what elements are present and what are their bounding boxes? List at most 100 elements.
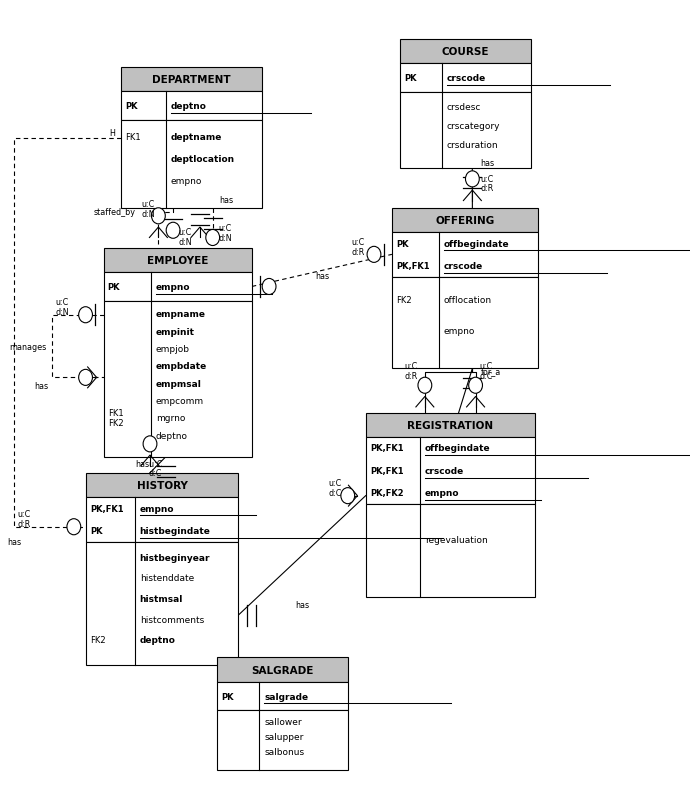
Text: empmsal: empmsal <box>156 379 201 388</box>
Text: offbegindate: offbegindate <box>444 239 509 249</box>
Text: u:C: u:C <box>55 298 68 307</box>
Text: d:N: d:N <box>141 209 155 219</box>
Text: u:C: u:C <box>141 200 155 209</box>
Bar <box>366 413 535 437</box>
Text: empno: empno <box>444 326 475 335</box>
Text: OFFERING: OFFERING <box>435 216 495 225</box>
Text: crscode: crscode <box>447 74 486 83</box>
Text: u:C: u:C <box>479 362 492 371</box>
Text: manages: manages <box>9 342 46 351</box>
Bar <box>121 68 262 92</box>
Text: d:N: d:N <box>55 308 69 317</box>
Text: DEPARTMENT: DEPARTMENT <box>152 75 230 85</box>
Text: hasu:C: hasu:C <box>135 459 162 468</box>
Text: u:C: u:C <box>351 237 364 247</box>
Text: crscode: crscode <box>424 466 464 476</box>
Text: salgrade: salgrade <box>264 691 308 701</box>
Text: empinit: empinit <box>156 327 195 336</box>
Text: H: H <box>109 129 115 138</box>
Text: FK2: FK2 <box>90 635 106 645</box>
Text: histcomments: histcomments <box>139 615 204 624</box>
Bar <box>392 209 538 233</box>
Text: PK,FK1: PK,FK1 <box>370 444 404 453</box>
Bar <box>392 277 538 369</box>
Text: empcomm: empcomm <box>156 396 204 406</box>
Text: d:R: d:R <box>480 184 494 193</box>
Text: offbegindate: offbegindate <box>424 444 491 453</box>
Text: crscode: crscode <box>444 261 483 271</box>
Text: empname: empname <box>156 310 206 319</box>
Text: staffed_by: staffed_by <box>93 208 135 217</box>
Bar <box>392 233 538 277</box>
Bar <box>400 93 531 168</box>
Circle shape <box>152 209 166 225</box>
Text: d:R: d:R <box>405 371 418 381</box>
Text: empjob: empjob <box>156 345 190 354</box>
Text: deptno: deptno <box>139 635 175 645</box>
Text: u:C: u:C <box>405 362 418 371</box>
Text: u:C: u:C <box>218 224 231 233</box>
Text: for_a: for_a <box>481 367 501 375</box>
Bar <box>217 658 348 682</box>
Text: has: has <box>480 158 495 168</box>
Bar <box>217 682 348 711</box>
Text: d:C: d:C <box>149 468 162 478</box>
Circle shape <box>466 172 480 188</box>
Text: has: has <box>295 600 309 609</box>
Text: PK,FK1: PK,FK1 <box>396 261 430 271</box>
Text: empno: empno <box>139 504 174 513</box>
Text: PK: PK <box>396 239 408 249</box>
Text: d:N: d:N <box>179 237 193 247</box>
Text: u:C: u:C <box>328 479 342 488</box>
Text: SALGRADE: SALGRADE <box>252 665 314 674</box>
Bar <box>121 92 262 121</box>
Text: deptno: deptno <box>156 431 188 440</box>
Text: sallower: sallower <box>264 717 302 726</box>
Text: crscategory: crscategory <box>447 122 500 131</box>
Circle shape <box>79 370 92 386</box>
Bar <box>366 437 535 504</box>
Text: EMPLOYEE: EMPLOYEE <box>147 256 208 265</box>
Text: HISTORY: HISTORY <box>137 480 188 490</box>
Bar <box>86 497 238 542</box>
Text: COURSE: COURSE <box>442 47 489 57</box>
Text: PK,FK2: PK,FK2 <box>370 488 404 498</box>
Circle shape <box>418 378 432 394</box>
Text: salupper: salupper <box>264 732 304 741</box>
Text: d:R: d:R <box>351 247 364 257</box>
Text: d:C: d:C <box>479 371 493 381</box>
Text: FK2: FK2 <box>108 419 124 427</box>
Text: regevaluation: regevaluation <box>424 535 487 544</box>
Text: empno: empno <box>156 282 190 292</box>
Text: salbonus: salbonus <box>264 747 304 755</box>
Text: d:R: d:R <box>17 520 30 529</box>
Text: u:C: u:C <box>179 228 192 237</box>
Text: PK: PK <box>108 282 120 292</box>
Text: PK: PK <box>90 526 103 536</box>
Bar <box>366 504 535 597</box>
Text: histenddate: histenddate <box>139 573 194 583</box>
Text: PK,FK1: PK,FK1 <box>370 466 404 476</box>
Text: has: has <box>34 382 48 391</box>
Bar <box>400 64 531 93</box>
Text: offlocation: offlocation <box>444 296 492 305</box>
Circle shape <box>367 247 381 263</box>
Circle shape <box>166 223 180 239</box>
Text: crsduration: crsduration <box>447 140 499 149</box>
Text: FK1: FK1 <box>108 409 124 418</box>
Bar <box>86 473 238 497</box>
Text: mgrno: mgrno <box>156 414 185 423</box>
Bar <box>86 542 238 666</box>
Text: d:C: d:C <box>328 488 342 497</box>
Text: empno: empno <box>171 176 202 186</box>
Text: histmsal: histmsal <box>139 594 183 603</box>
Text: PK,FK1: PK,FK1 <box>90 504 124 513</box>
Text: deptname: deptname <box>171 133 222 142</box>
Text: empbdate: empbdate <box>156 362 207 371</box>
Circle shape <box>67 519 81 535</box>
Text: deptno: deptno <box>171 102 207 111</box>
Circle shape <box>206 230 219 246</box>
Bar <box>217 711 348 770</box>
Circle shape <box>143 436 157 452</box>
Circle shape <box>469 378 482 394</box>
